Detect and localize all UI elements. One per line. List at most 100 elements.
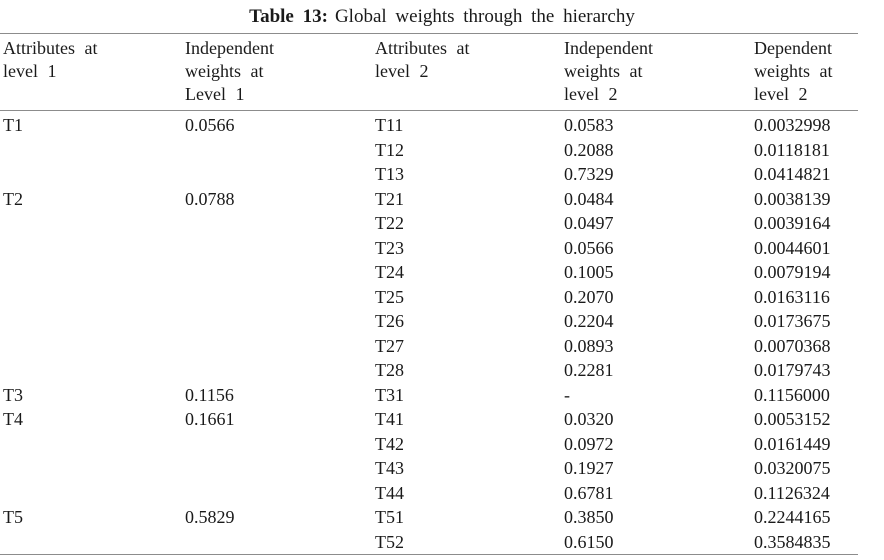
table-cell: 0.6781 xyxy=(564,482,614,503)
column-header-5: Dependent weights at level 2 xyxy=(754,33,858,111)
table-cell xyxy=(185,138,375,163)
table-cell: 0.0484 xyxy=(564,188,614,209)
table-cell xyxy=(185,358,375,383)
column-header-4: Independent weights at level 2 xyxy=(564,33,754,111)
table-cell xyxy=(0,162,185,187)
table-row: T12 0.2088 0.0118181 xyxy=(0,138,858,163)
table-cell xyxy=(0,260,185,285)
table-row: T44 0.6781 0.1126324 xyxy=(0,481,858,506)
table-cell: 0.1156 xyxy=(185,384,234,405)
table-row: T28 0.2281 0.0179743 xyxy=(0,358,858,383)
table-cell: 0.0320075 xyxy=(754,458,831,478)
table-cell: T25 xyxy=(375,286,404,307)
table-cell: 0.3584835 xyxy=(754,531,831,552)
table-cell: 0.6150 xyxy=(564,531,614,552)
table-row: T5 0.5829 T51 0.3850 0.2244165 xyxy=(0,505,858,530)
table-cell: 0.2281 xyxy=(564,360,614,380)
table-cell: 0.0161449 xyxy=(754,433,831,454)
global-weights-table: Attributes at level 1 Independent weights… xyxy=(0,33,858,555)
table-cell xyxy=(0,358,185,383)
table-cell: 0.0079194 xyxy=(754,262,831,282)
table-cell: 0.2088 xyxy=(564,139,614,160)
table-cell: 0.2244165 xyxy=(754,507,831,527)
table-cell: T21 xyxy=(375,188,404,209)
table-cell: T27 xyxy=(375,335,404,356)
table-cell: 0.1927 xyxy=(564,458,614,478)
table-cell: 0.0320 xyxy=(564,409,614,429)
table-cell: 0.1005 xyxy=(564,262,614,282)
table-cell: T44 xyxy=(375,482,404,503)
table-cell xyxy=(0,432,185,457)
table-row: T26 0.2204 0.0173675 xyxy=(0,309,858,334)
column-header-1: Attributes at level 1 xyxy=(0,33,185,111)
table-cell xyxy=(185,432,375,457)
table-row: T2 0.0788 T21 0.0484 0.0038139 xyxy=(0,187,858,212)
table-cell xyxy=(0,334,185,359)
table-cell: 0.0044601 xyxy=(754,237,831,258)
table-cell: 0.0173675 xyxy=(754,311,831,331)
table-row: T13 0.7329 0.0414821 xyxy=(0,162,858,187)
table-cell: 0.0566 xyxy=(564,237,614,258)
column-header-3: Attributes at level 2 xyxy=(375,33,564,111)
table-cell: 0.5829 xyxy=(185,507,235,527)
table-cell: T11 xyxy=(375,115,404,135)
table-cell: 0.1156000 xyxy=(754,384,830,405)
column-header-2: Independent weights at Level 1 xyxy=(185,33,375,111)
table-cell: T51 xyxy=(375,507,404,527)
table-cell: - xyxy=(564,384,570,405)
table-cell xyxy=(0,236,185,261)
table-cell: 0.0179743 xyxy=(754,360,831,380)
table-cell xyxy=(185,285,375,310)
table-cell: T3 xyxy=(3,384,23,405)
table-cell: T26 xyxy=(375,311,404,331)
table-cell: T2 xyxy=(3,188,23,209)
table-cell: 0.1661 xyxy=(185,409,235,429)
table-cell: 0.0414821 xyxy=(754,164,831,184)
table-cell xyxy=(185,309,375,334)
table-body: T1 0.0566 T11 0.0583 0.0032998 T12 0.2088 0.011… xyxy=(0,111,858,555)
table-cell: T42 xyxy=(375,433,404,454)
header-row: Attributes at level 1 Independent weights… xyxy=(0,33,858,111)
table-cell xyxy=(0,285,185,310)
table-row: T42 0.0972 0.0161449 xyxy=(0,432,858,457)
table-cell: 0.0788 xyxy=(185,188,235,209)
table-caption-text: Global weights through the hierarchy xyxy=(334,6,635,27)
table-cell xyxy=(185,236,375,261)
table-cell xyxy=(0,530,185,555)
table-row: T25 0.2070 0.0163116 xyxy=(0,285,858,310)
table-row: T52 0.6150 0.3584835 xyxy=(0,530,858,555)
table-cell: 0.2070 xyxy=(564,286,614,307)
table-cell: T22 xyxy=(375,213,404,233)
table-cell: T12 xyxy=(375,139,404,160)
table-cell: 0.0039164 xyxy=(754,213,831,233)
table-row: T22 0.0497 0.0039164 xyxy=(0,211,858,236)
table-cell: 0.0038139 xyxy=(754,188,831,209)
table-cell xyxy=(185,334,375,359)
table-cell: 0.3850 xyxy=(564,507,614,527)
table-cell: 0.0583 xyxy=(564,115,614,135)
table-cell: T31 xyxy=(375,384,404,405)
table-cell: T5 xyxy=(3,507,23,527)
table-cell: T41 xyxy=(375,409,404,429)
table-row: T43 0.1927 0.0320075 xyxy=(0,456,858,481)
table-row: T4 0.1661 T41 0.0320 0.0053152 xyxy=(0,407,858,432)
table-cell xyxy=(185,456,375,481)
table-cell: T52 xyxy=(375,531,404,552)
table-cell: 0.0163116 xyxy=(754,286,830,307)
table-caption-label: Table 13: xyxy=(249,6,328,27)
table-cell xyxy=(185,530,375,555)
table-cell xyxy=(0,309,185,334)
table-cell xyxy=(0,211,185,236)
table-cell: 0.0566 xyxy=(185,115,235,135)
table-cell: T43 xyxy=(375,458,404,478)
table-row: T27 0.0893 0.0070368 xyxy=(0,334,858,359)
table-row: T24 0.1005 0.0079194 xyxy=(0,260,858,285)
table-cell: 0.0053152 xyxy=(754,409,831,429)
table-cell: T24 xyxy=(375,262,404,282)
table-cell xyxy=(0,456,185,481)
table-cell: 0.0972 xyxy=(564,433,614,454)
table-caption: Table 13: Global weights through the hier… xyxy=(0,0,884,33)
table-cell: T28 xyxy=(375,360,404,380)
table-row: T1 0.0566 T11 0.0583 0.0032998 xyxy=(0,111,858,138)
